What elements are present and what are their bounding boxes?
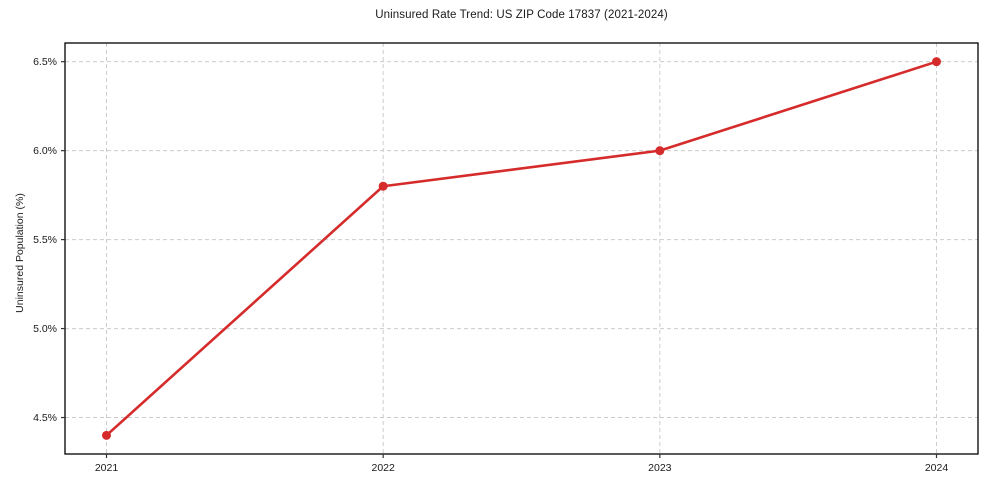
x-tick-label: 2022	[371, 462, 395, 474]
plot-frame	[64, 42, 979, 455]
y-tick-label: 6.5%	[33, 56, 57, 68]
data-point-marker	[655, 146, 665, 156]
data-point-marker	[378, 181, 388, 191]
x-tick-label: 2021	[95, 462, 119, 474]
y-tick-label: 5.5%	[33, 234, 57, 246]
x-tick-label: 2023	[648, 462, 672, 474]
data-point-marker	[102, 430, 111, 440]
data-point-marker	[932, 57, 941, 67]
x-tick-label: 2024	[925, 462, 949, 474]
trend-line	[105, 60, 938, 437]
y-tick-label: 5.0%	[33, 323, 57, 335]
chart-title: Uninsured Rate Trend: US ZIP Code 17837 …	[375, 9, 668, 21]
y-tick-label: 6.0%	[33, 145, 57, 157]
y-tick-label: 4.5%	[33, 412, 57, 424]
